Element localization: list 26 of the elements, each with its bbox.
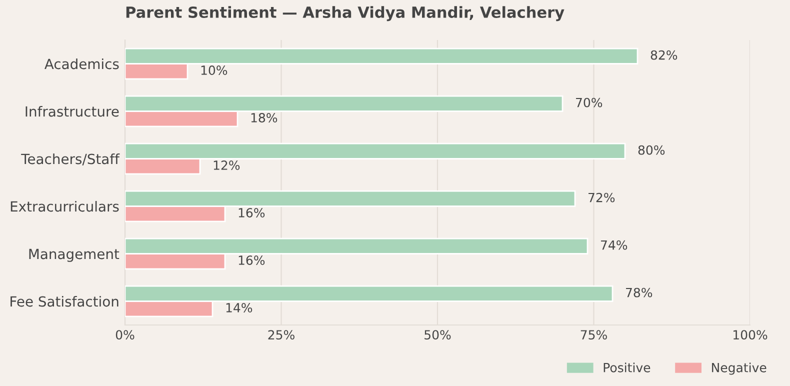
data-label: 16%: [238, 256, 265, 265]
x-tick-label: 25%: [268, 330, 294, 340]
data-label: 12%: [214, 160, 240, 170]
data-label: 80%: [638, 145, 665, 155]
legend-label: Negative: [712, 362, 766, 375]
data-label: 72%: [588, 192, 615, 202]
y-tick-label: Extracurriculars: [10, 200, 119, 212]
y-tick-label: Fee Satisfaction: [10, 296, 118, 307]
data-label: 78%: [626, 288, 652, 298]
data-label: 14%: [226, 303, 252, 312]
x-tick-label: 75%: [580, 330, 607, 340]
x-tick-label: 50%: [424, 330, 451, 340]
data-label: 16%: [238, 208, 265, 218]
data-label: 70%: [576, 98, 602, 108]
y-tick-label: Teachers/Staff: [21, 153, 120, 166]
x-tick-label: 100%: [734, 330, 768, 340]
data-label: 82%: [650, 50, 678, 60]
data-label: 18%: [251, 113, 278, 122]
chart-title: Parent Sentiment — Arsha Vidya Mandir, Velachery: [126, 6, 564, 22]
legend-label: Positive: [604, 362, 650, 372]
x-tick-label: 0%: [116, 330, 134, 340]
data-label: 74%: [601, 240, 628, 250]
data-label: 10%: [201, 66, 228, 75]
y-tick-label: Infrastructure: [26, 106, 119, 117]
y-tick-label: Management: [29, 248, 120, 262]
y-tick-label: Academics: [44, 58, 119, 70]
